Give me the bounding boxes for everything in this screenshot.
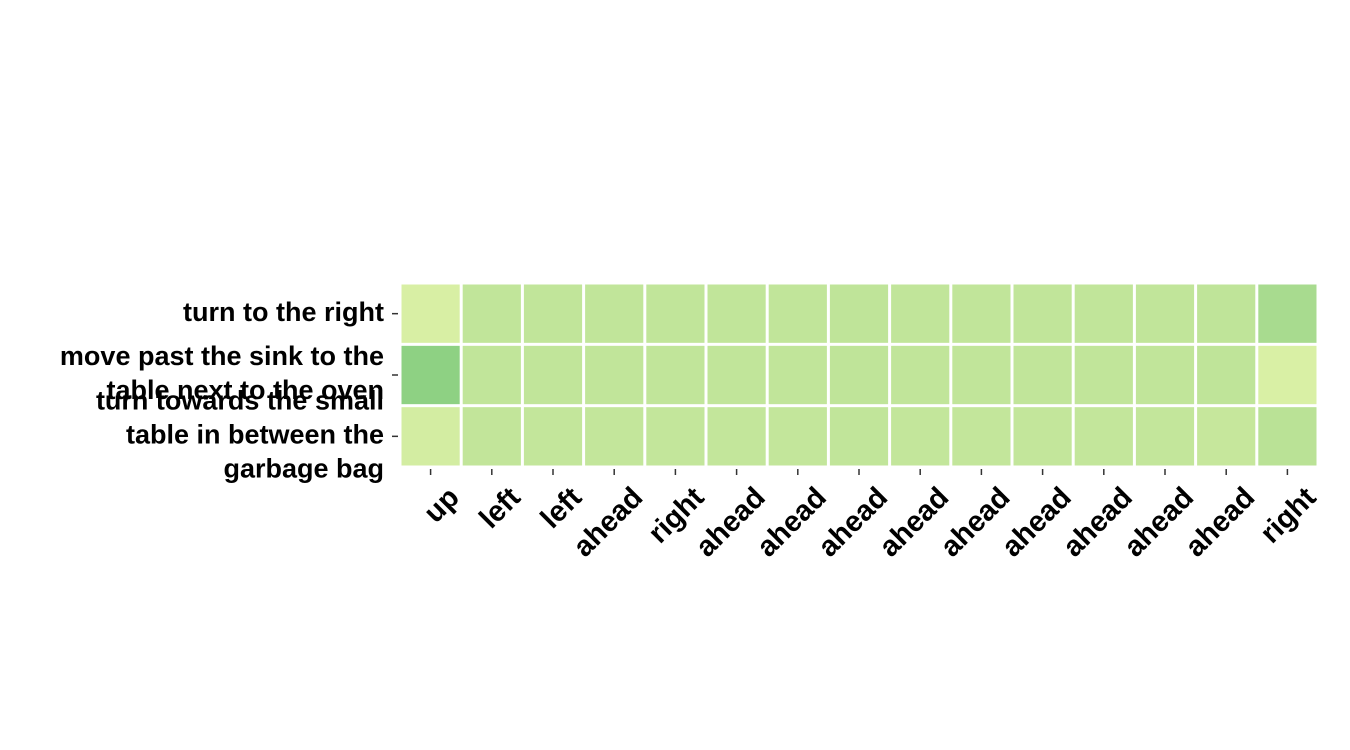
heatmap-cell-r2-c7 — [829, 407, 889, 466]
heatmap-cell-r2-c5 — [707, 407, 766, 466]
heatmap-cell-r0-c10 — [1013, 284, 1072, 343]
heatmap-cell-r2-c14 — [1258, 407, 1317, 466]
y-tick-label: table next to the oven — [106, 375, 384, 405]
x-tick-label: left — [474, 481, 528, 535]
heatmap-cell-r1-c2 — [523, 345, 583, 405]
heatmap-cell-r1-c0 — [401, 345, 460, 405]
x-tick-label: ahead — [873, 481, 955, 563]
x-tick-label: up — [418, 481, 466, 529]
heatmap-cell-r2-c1 — [462, 407, 521, 466]
y-tick-label: garbage bag — [223, 453, 384, 483]
heatmap-cells — [401, 284, 1317, 466]
heatmap-cell-r0-c14 — [1258, 284, 1317, 343]
heatmap-cell-r2-c13 — [1197, 407, 1256, 466]
x-tick-label: ahead — [690, 481, 772, 563]
heatmap-cell-r1-c12 — [1135, 345, 1195, 405]
heatmap-cell-r0-c8 — [891, 284, 950, 343]
heatmap-cell-r2-c6 — [768, 407, 827, 466]
heatmap-cell-r0-c1 — [462, 284, 521, 343]
x-tick-label: ahead — [751, 481, 833, 563]
y-tick-label: table in between the — [126, 419, 384, 449]
heatmap-cell-r0-c4 — [646, 284, 705, 343]
y-tick-label: turn towards the small — [96, 385, 384, 415]
y-tick-label: turn to the right — [183, 297, 384, 327]
x-tick-label: ahead — [1179, 481, 1261, 563]
heatmap-cell-r2-c2 — [523, 407, 583, 466]
heatmap-cell-r0-c2 — [523, 284, 583, 343]
x-tick-label: ahead — [996, 481, 1078, 563]
x-tick-label: ahead — [935, 481, 1017, 563]
heatmap-cell-r0-c0 — [401, 284, 460, 343]
heatmap-cell-r2-c8 — [891, 407, 950, 466]
heatmap-cell-r1-c6 — [768, 345, 827, 405]
x-tick-label: ahead — [1118, 481, 1200, 563]
heatmap-cell-r2-c12 — [1135, 407, 1195, 466]
x-tick-label: right — [1254, 481, 1322, 549]
heatmap-cell-r0-c3 — [585, 284, 644, 343]
y-tick-label: move past the sink to the — [60, 341, 384, 371]
x-tick-label: ahead — [812, 481, 894, 563]
heatmap-cell-r1-c8 — [891, 345, 950, 405]
heatmap-cell-r1-c1 — [462, 345, 521, 405]
heatmap-cell-r0-c5 — [707, 284, 766, 343]
heatmap-cell-r2-c4 — [646, 407, 705, 466]
heatmap-cell-r1-c14 — [1258, 345, 1317, 405]
x-tick-label: ahead — [1057, 481, 1139, 563]
heatmap-cell-r0-c13 — [1197, 284, 1256, 343]
heatmap-cell-r1-c10 — [1013, 345, 1072, 405]
heatmap-cell-r0-c7 — [829, 284, 889, 343]
heatmap-cell-r1-c5 — [707, 345, 766, 405]
heatmap-cell-r2-c3 — [585, 407, 644, 466]
heatmap-cell-r1-c13 — [1197, 345, 1256, 405]
heatmap-cell-r0-c6 — [768, 284, 827, 343]
heatmap-cell-r2-c11 — [1074, 407, 1133, 466]
heatmap-cell-r1-c9 — [952, 345, 1011, 405]
heatmap-cell-r1-c11 — [1074, 345, 1133, 405]
x-tick-label: ahead — [567, 481, 649, 563]
x-axis: up left leftaheadrightaheadaheadaheadahead… — [418, 469, 1323, 563]
heatmap-cell-r0-c12 — [1135, 284, 1195, 343]
y-axis: turn to the right move past the sink to t… — [60, 297, 398, 483]
heatmap-cell-r2-c9 — [952, 407, 1011, 466]
heatmap-cell-r1-c4 — [646, 345, 705, 405]
heatmap-cell-r0-c11 — [1074, 284, 1133, 343]
heatmap-cell-r0-c9 — [952, 284, 1011, 343]
heatmap-cell-r2-c0 — [401, 407, 460, 466]
heatmap-cell-r1-c3 — [585, 345, 644, 405]
heatmap-cell-r2-c10 — [1013, 407, 1072, 466]
heatmap-cell-r1-c7 — [829, 345, 889, 405]
